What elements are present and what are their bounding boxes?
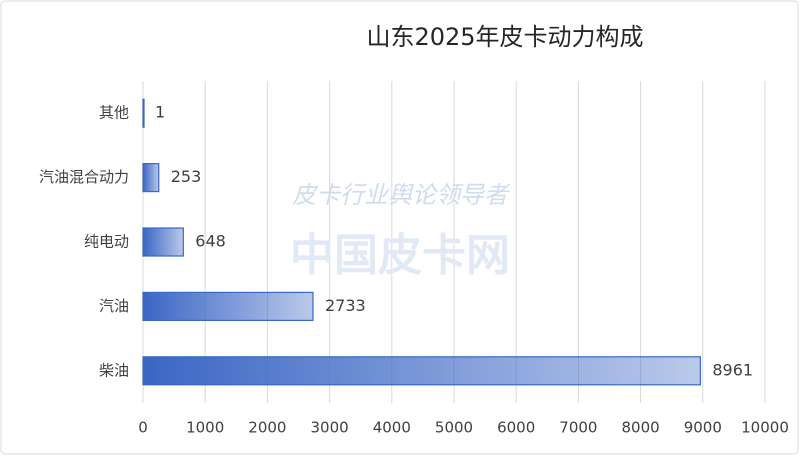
- chart-title: 山东2025年皮卡动力构成: [366, 23, 643, 51]
- grid: [142, 81, 766, 403]
- watermark-site: 中国皮卡网: [290, 230, 510, 281]
- x-tick-label: 0: [138, 419, 148, 437]
- y-tick-label: 纯电动: [84, 233, 129, 251]
- data-label: 8961: [712, 360, 753, 379]
- x-tick-label: 3000: [311, 419, 349, 437]
- x-tick-label: 4000: [373, 419, 411, 437]
- x-tick-label: 7000: [559, 419, 597, 437]
- x-tick-label: 1000: [186, 419, 224, 437]
- bar: [142, 356, 701, 386]
- bar: [142, 291, 314, 321]
- y-tick-label: 柴油: [99, 361, 129, 379]
- x-tick-label: 5000: [435, 419, 473, 437]
- data-label: 253: [171, 167, 202, 186]
- x-tick-label: 2000: [248, 419, 286, 437]
- data-label: 648: [195, 232, 226, 251]
- x-tick-label: 6000: [497, 419, 535, 437]
- data-label: 2733: [325, 296, 366, 315]
- x-tick-label: 10000: [741, 419, 789, 437]
- watermark-slogan: 皮卡行业舆论领导者: [292, 181, 511, 209]
- bar: [142, 98, 145, 128]
- y-tick-label: 其他: [99, 104, 129, 122]
- x-tick-label: 8000: [622, 419, 660, 437]
- x-tick-label: 9000: [684, 419, 722, 437]
- data-label: 1: [155, 103, 165, 122]
- y-tick-label: 汽油: [99, 297, 129, 315]
- bar: [142, 163, 160, 193]
- y-tick-label: 汽油混合动力: [39, 168, 129, 186]
- bar: [142, 227, 184, 257]
